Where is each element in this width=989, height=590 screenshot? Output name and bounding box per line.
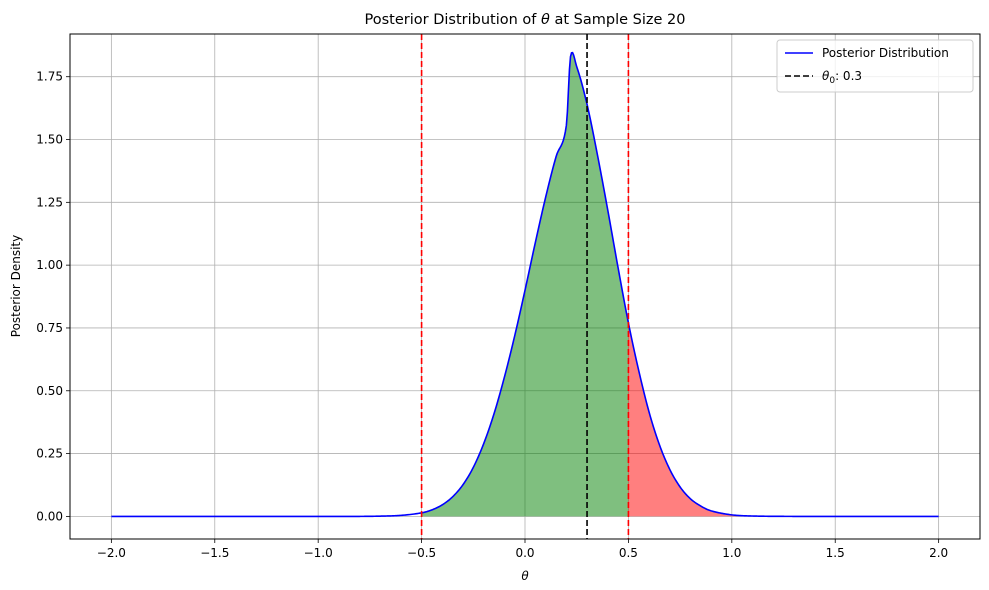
legend-label-theta0: θ0: 0.3 <box>822 69 862 86</box>
reference-lines <box>420 34 630 539</box>
x-tick-label: 0.5 <box>619 546 638 560</box>
y-tick-label: 1.50 <box>36 133 63 147</box>
y-tick-label: 1.25 <box>36 195 63 209</box>
y-tick-label: 1.75 <box>36 70 63 84</box>
x-tick-label: −1.5 <box>200 546 229 560</box>
x-tick-label: 0.0 <box>515 546 534 560</box>
x-tick-label: −2.0 <box>97 546 126 560</box>
x-tick-label: 1.0 <box>722 546 741 560</box>
y-tick-label: 0.75 <box>36 321 63 335</box>
x-axis-ticks: −2.0 −1.5 −1.0 −0.5 0.0 0.5 1.0 1.5 2.0 <box>97 539 948 560</box>
x-tick-label: 1.5 <box>826 546 845 560</box>
x-tick-label: −1.0 <box>304 546 333 560</box>
y-tick-label: 0.50 <box>36 384 63 398</box>
y-tick-label: 0.25 <box>36 447 63 461</box>
series-lines <box>111 51 939 518</box>
x-tick-label: −0.5 <box>407 546 436 560</box>
legend: Posterior Distribution θ0: 0.3 <box>776 39 974 93</box>
posterior-line <box>111 51 939 518</box>
y-axis-ticks: 0.00 0.25 0.50 0.75 1.00 1.25 1.50 1.75 <box>36 70 70 523</box>
y-tick-label: 1.00 <box>36 258 63 272</box>
y-axis-label: Posterior Density <box>9 235 23 337</box>
shaded-regions <box>421 52 753 517</box>
legend-label-posterior: Posterior Distribution <box>822 46 949 60</box>
y-tick-label: 0.00 <box>36 509 63 523</box>
shaded-region-0 <box>421 52 629 517</box>
chart-title: Posterior Distribution of θ at Sample Si… <box>365 12 686 28</box>
x-tick-label: 2.0 <box>929 546 948 560</box>
shaded-region-1 <box>628 322 753 517</box>
x-axis-label: θ <box>521 569 529 583</box>
legend-box <box>776 39 974 93</box>
